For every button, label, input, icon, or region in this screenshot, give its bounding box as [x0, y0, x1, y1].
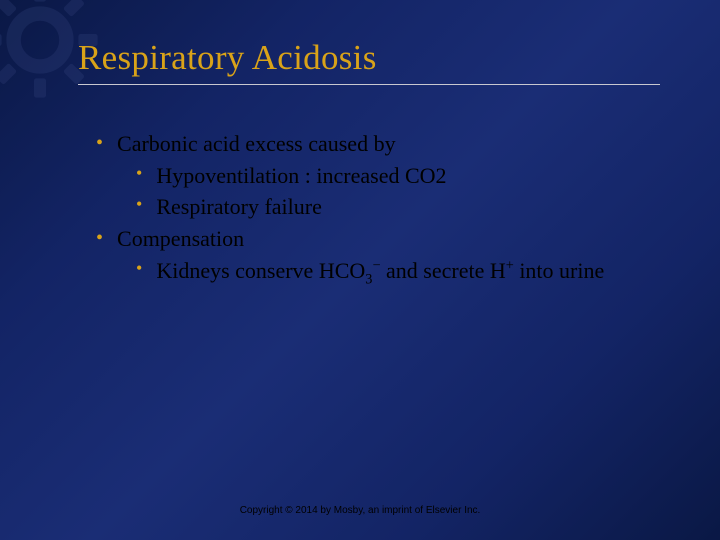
title-underline [78, 84, 660, 85]
sub-bullet-item: • Kidneys conserve HCO3− and secrete H+ … [136, 256, 660, 286]
bullet-icon: • [136, 161, 142, 186]
bullet-icon: • [136, 192, 142, 217]
bullet-item: • Compensation [96, 224, 660, 254]
sub-bullet-item: • Hypoventilation : increased CO2 [136, 161, 660, 191]
bullet-icon: • [136, 256, 142, 281]
bullet-icon: • [96, 129, 103, 157]
bullet-item: • Carbonic acid excess caused by [96, 129, 660, 159]
bullet-text: Carbonic acid excess caused by [117, 129, 660, 159]
slide-container: Respiratory Acidosis • Carbonic acid exc… [0, 0, 720, 540]
sub-bullet-list: • Hypoventilation : increased CO2 • Resp… [96, 161, 660, 222]
bullet-text: Compensation [117, 224, 660, 254]
sub-bullet-text: Kidneys conserve HCO3− and secrete H+ in… [156, 256, 660, 286]
slide-title: Respiratory Acidosis [78, 38, 660, 78]
copyright-text: Copyright © 2014 by Mosby, an imprint of… [0, 505, 720, 516]
sub-bullet-item: • Respiratory failure [136, 192, 660, 222]
sub-bullet-list: • Kidneys conserve HCO3− and secrete H+ … [96, 256, 660, 286]
slide-content: • Carbonic acid excess caused by • Hypov… [78, 129, 660, 285]
bullet-icon: • [96, 224, 103, 252]
sub-bullet-text: Respiratory failure [156, 192, 660, 222]
sub-bullet-text: Hypoventilation : increased CO2 [156, 161, 660, 191]
